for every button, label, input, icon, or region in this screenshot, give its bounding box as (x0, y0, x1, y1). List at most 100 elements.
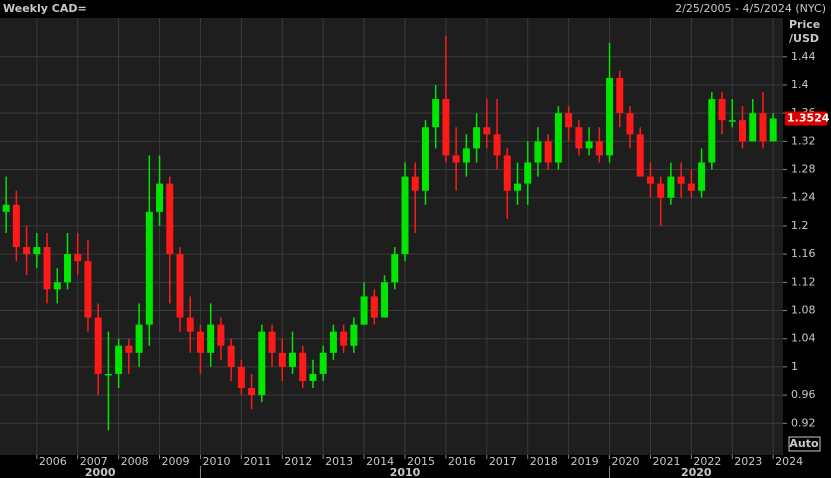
candle-body (207, 324, 215, 353)
candle-body (575, 127, 583, 149)
candle-body (145, 211, 153, 325)
candle-body (483, 127, 491, 135)
candle-body (503, 155, 511, 191)
candle-body (12, 204, 20, 248)
scale-mode[interactable]: Auto (789, 437, 819, 450)
x-tick-label: 2007 (80, 455, 108, 468)
candle-body (309, 373, 317, 381)
candle-body (370, 296, 378, 318)
decade-label: 2020 (681, 466, 712, 478)
last-price-box (785, 111, 827, 126)
x-tick-label: 2008 (121, 455, 149, 468)
candle-body (84, 261, 92, 318)
candle-body (739, 120, 746, 142)
candle-body (667, 176, 675, 198)
decade-label: 2000 (85, 466, 116, 478)
candle-body (360, 296, 368, 325)
candle-body (248, 388, 256, 396)
axes: 0.92 0.96 1 1.04 1.08 1.12 1.16 1.2 1.24 1.28 1.32… (36, 50, 830, 478)
candle-body (33, 247, 41, 255)
candle-body (156, 183, 164, 212)
candle-body (524, 162, 532, 184)
candle-body (104, 373, 112, 376)
candle-body (585, 141, 593, 149)
candle-body (421, 127, 429, 191)
x-tick-label: 2021 (652, 455, 680, 468)
candle-body (442, 99, 450, 156)
date-range: 2/25/2005 - 4/5/2024 (NYC) (675, 2, 826, 15)
candle-body (391, 254, 399, 283)
candle-body (319, 352, 327, 374)
candle-body (544, 141, 552, 163)
candle-body (554, 113, 562, 163)
candle-body (687, 183, 695, 191)
candle-body (534, 141, 542, 163)
candle-body (23, 247, 31, 255)
y-tick-label: 1.12 (791, 275, 816, 288)
x-tick-label: 2010 (202, 455, 230, 468)
x-tick-label: 2016 (448, 455, 476, 468)
y-tick-label: 1.44 (791, 50, 816, 63)
candle-body (176, 254, 184, 318)
y-tick-label: 1.24 (791, 191, 816, 204)
y-tick-label: 0.92 (791, 416, 816, 429)
candle-body (329, 331, 337, 353)
candle-body (749, 113, 757, 142)
x-tick-label: 2012 (284, 455, 312, 468)
candle-body (514, 183, 521, 191)
candle-body (2, 204, 10, 212)
candle-body (381, 282, 389, 318)
candle-body (53, 282, 61, 290)
x-tick-label: 2022 (693, 455, 721, 468)
candle-body (626, 113, 634, 135)
candles (2, 35, 777, 431)
candle-body (166, 183, 174, 255)
candle-body (636, 134, 644, 177)
scale-mode-box[interactable] (788, 436, 821, 452)
candle-body (606, 77, 614, 156)
candle-body (227, 345, 235, 367)
x-tick-label: 2023 (734, 455, 762, 468)
candle-body (217, 324, 225, 346)
candle-body (432, 99, 440, 128)
candle-body (616, 77, 624, 114)
y-tick-label: 1.28 (791, 163, 816, 176)
y-tick-label: 1.2 (791, 219, 809, 232)
candle-body (237, 366, 245, 389)
y-tick-label: 1.16 (791, 247, 816, 260)
candle-body (657, 183, 665, 198)
candle-body (769, 118, 777, 142)
x-tick-label: 2015 (407, 455, 435, 468)
candle-body (94, 317, 102, 374)
plot-area (0, 18, 783, 455)
candle-body (125, 345, 133, 353)
candle-body (268, 331, 276, 353)
x-tick-label: 2018 (530, 455, 558, 468)
x-tick-label: 2009 (162, 455, 190, 468)
candle-body (646, 176, 654, 184)
candle-body (186, 317, 194, 332)
candle-body (350, 324, 358, 346)
candle-body (595, 141, 603, 156)
y-label: Price (789, 18, 820, 31)
candle-body (718, 99, 726, 121)
candle-body (565, 113, 573, 128)
x-tick-label: 2013 (325, 455, 353, 468)
candle-body (196, 331, 204, 353)
x-tick-label: 2019 (571, 455, 599, 468)
y-tick-label: 0.96 (791, 388, 816, 401)
x-tick-label: 2017 (489, 455, 517, 468)
candle-body (708, 99, 716, 163)
candle-body (728, 120, 736, 122)
x-tick-label: 2020 (612, 455, 640, 468)
y-tick-label: 1.32 (791, 134, 816, 147)
candle-body (258, 331, 266, 396)
y-unit: /USD (789, 32, 819, 45)
candle-body (135, 324, 143, 353)
candle-body (452, 155, 460, 163)
chart-title: Weekly CAD= (3, 2, 87, 15)
candle-body (74, 254, 82, 262)
candle-body (64, 254, 71, 283)
candle-body (473, 127, 481, 149)
